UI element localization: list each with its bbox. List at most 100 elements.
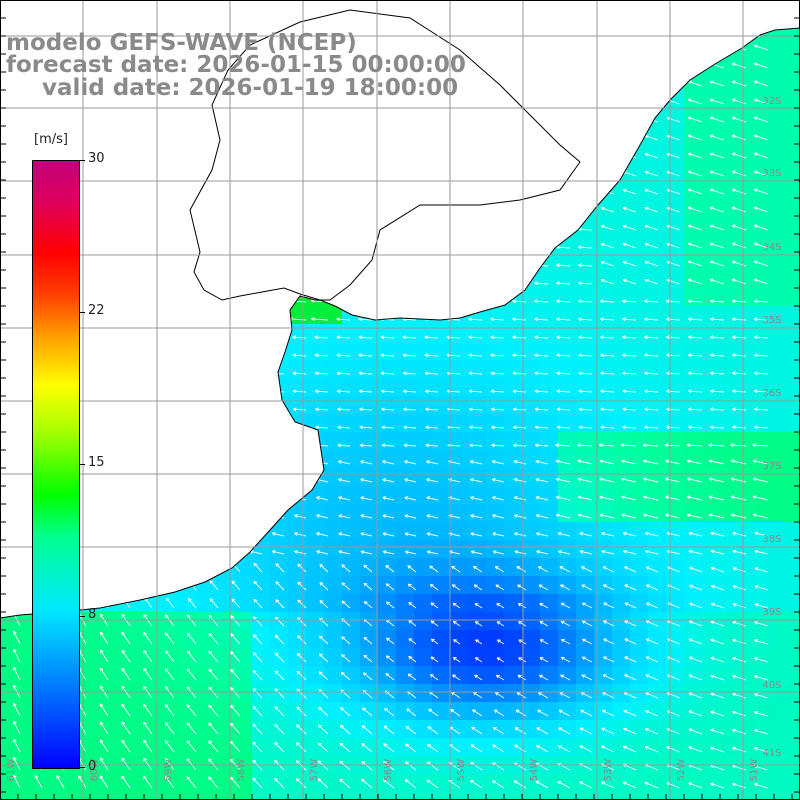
wind-arrow-head [710, 407, 714, 410]
ocean-cell [342, 378, 361, 397]
ocean-cell [540, 594, 559, 613]
ocean-cell [612, 234, 631, 253]
ocean-cell [432, 774, 451, 793]
ocean-cell [378, 702, 397, 721]
wind-arrow [710, 372, 725, 375]
wind-arrow-head [710, 354, 714, 358]
wind-arrow-head [512, 408, 517, 412]
wind-arrow [600, 225, 615, 231]
ocean-cell [378, 378, 397, 397]
ocean-cell [522, 666, 541, 685]
wind-arrow-head [381, 425, 386, 428]
wind-arrow-head [601, 532, 605, 536]
ocean-cell [774, 234, 793, 253]
wind-arrow [752, 460, 769, 465]
wind-arrow [665, 460, 681, 465]
ocean-cell [720, 738, 739, 757]
wind-arrow [468, 318, 483, 321]
ocean-cell [468, 558, 487, 577]
wind-arrow-head [512, 390, 517, 394]
ocean-cell [576, 522, 595, 541]
wind-arrow-head [556, 407, 561, 410]
wind-arrow-head [468, 317, 472, 320]
ocean-cell [648, 486, 667, 505]
wind-arrow [644, 279, 659, 285]
wind-arrow [314, 372, 329, 375]
wind-arrow-head [534, 281, 538, 284]
ocean-cell [486, 612, 505, 631]
wind-arrow [316, 496, 329, 501]
ocean-cell [414, 378, 433, 397]
ocean-cell [0, 684, 19, 703]
wind-arrow-head [599, 496, 603, 500]
ocean-cell [720, 396, 739, 415]
wind-arrow-head [753, 354, 758, 358]
ocean-cell [666, 450, 685, 469]
ocean-cell [666, 360, 685, 379]
wind-arrow [754, 372, 769, 375]
wind-arrow-head [556, 282, 560, 286]
wind-arrow-head [666, 371, 670, 374]
wind-arrow-head [688, 371, 692, 374]
wind-arrow [600, 207, 615, 213]
ocean-cell [792, 288, 800, 307]
ocean-cell [126, 612, 145, 631]
ocean-cell [324, 594, 343, 613]
ocean-cell [162, 630, 181, 649]
wind-arrow-head [754, 426, 758, 430]
ocean-cell [342, 414, 361, 433]
ocean-cell [738, 450, 757, 469]
wind-arrow-head [380, 371, 385, 374]
wind-arrow [382, 478, 395, 483]
ocean-cell [702, 792, 721, 800]
ocean-cell [486, 450, 505, 469]
wind-arrow-head [470, 533, 474, 536]
wind-arrow [426, 514, 439, 519]
ocean-cell [522, 684, 541, 703]
wind-arrow-head [359, 425, 364, 428]
ocean-cell [702, 540, 721, 559]
ocean-cell [216, 684, 235, 703]
ocean-cell [774, 144, 793, 163]
ocean-cell [414, 630, 433, 649]
wind-arrow [446, 354, 461, 357]
ocean-cell [306, 306, 325, 325]
ocean-cell [774, 126, 793, 145]
wind-arrow [622, 171, 637, 177]
wind-arrow [643, 460, 659, 465]
ocean-cell [648, 450, 667, 469]
wind-arrow [665, 478, 681, 483]
wind-arrow-head [754, 531, 759, 534]
ocean-cell [720, 360, 739, 379]
wind-arrow-head [360, 478, 365, 480]
wind-arrow-head [686, 478, 691, 482]
wind-arrow [754, 354, 769, 357]
ocean-cell [756, 234, 775, 253]
wind-arrow-head [710, 299, 714, 302]
wind-arrow [578, 372, 593, 375]
ocean-cell [522, 378, 541, 397]
ocean-cell [414, 486, 433, 505]
ocean-cell [360, 702, 379, 721]
ocean-cell [288, 504, 307, 523]
ocean-cell [450, 684, 469, 703]
ocean-cell [504, 504, 523, 523]
ocean-cell [396, 558, 415, 577]
ocean-cell [306, 612, 325, 631]
ocean-cell [666, 486, 685, 505]
wind-arrow [753, 279, 769, 285]
wind-arrow-head [315, 425, 319, 428]
ocean-cell [306, 594, 325, 613]
wind-arrow [470, 532, 483, 537]
ocean-cell [90, 648, 109, 667]
wind-arrow-head [426, 479, 430, 482]
ocean-cell [486, 468, 505, 487]
ocean-cell [486, 594, 505, 613]
ocean-cell [162, 702, 181, 721]
wind-arrow [643, 496, 659, 501]
ocean-cell [792, 558, 800, 577]
ocean-cell [486, 774, 505, 793]
ocean-cell [522, 360, 541, 379]
ocean-cell [234, 576, 253, 595]
ocean-cell [324, 504, 343, 523]
